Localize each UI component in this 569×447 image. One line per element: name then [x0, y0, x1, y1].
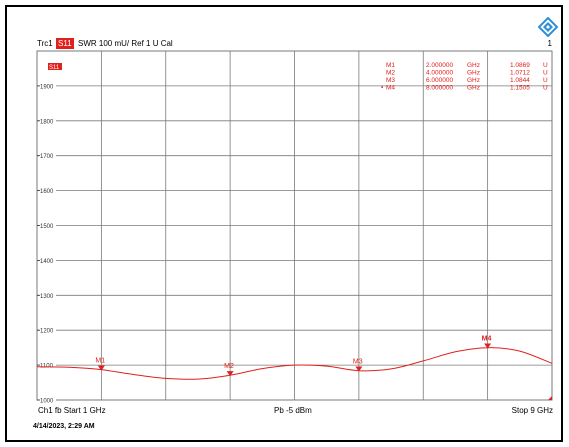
y-tick-label: 1200 — [40, 329, 54, 335]
y-tick-label: 1800 — [40, 119, 54, 125]
y-tick-label-bg — [39, 152, 56, 160]
marker-table-frequency: 8.000000 — [426, 85, 453, 92]
y-tick-label-bg — [39, 187, 56, 195]
marker-triangle-m4[interactable] — [484, 343, 492, 349]
marker-table-freq-unit: GHz — [467, 62, 480, 69]
y-tick-label-bg — [39, 361, 56, 369]
y-tick-label-bg — [39, 222, 56, 229]
y-tick-label: 1300 — [40, 294, 54, 300]
y-tick-label-bg — [39, 291, 56, 299]
y-tick-label: 1000 — [40, 399, 54, 405]
marker-table-value-unit: U — [543, 62, 548, 69]
marker-table-name: M3 — [386, 77, 395, 84]
y-tick-label: 1900 — [40, 84, 54, 90]
active-marker-bullet: • — [381, 85, 384, 92]
timestamp: 4/14/2023, 2:29 AM — [33, 423, 95, 430]
marker-triangle-m1[interactable] — [97, 365, 105, 371]
marker-table-frequency: 6.000000 — [426, 77, 453, 84]
y-tick-label-bg — [39, 396, 56, 404]
marker-table-value: 1.0869 — [510, 62, 530, 69]
y-tick-label: 1400 — [40, 259, 54, 265]
marker-table-value-unit: U — [543, 85, 548, 92]
trace-label[interactable]: Trc1 — [37, 39, 53, 48]
marker-label-m2: M2 — [224, 363, 234, 370]
marker-table-freq-unit: GHz — [467, 77, 480, 84]
marker-table-frequency: 4.000000 — [426, 70, 453, 77]
marker-label-m4: M4 — [482, 335, 492, 342]
marker-label-m3: M3 — [353, 359, 363, 366]
marker-table-frequency: 2.000000 — [426, 62, 453, 69]
trace-end-arrow-icon — [548, 396, 552, 400]
y-tick-label: 1600 — [40, 189, 54, 195]
marker-table-freq-unit: GHz — [467, 70, 480, 77]
trace-parameter-badge[interactable]: S11 — [56, 38, 74, 49]
trace-format-settings[interactable]: SWR 100 mU/ Ref 1 U Cal — [78, 39, 173, 48]
rohde-schwarz-diamond-icon — [538, 17, 558, 37]
y-tick-label: 1700 — [40, 154, 54, 160]
marker-table-value-unit: U — [543, 70, 548, 77]
marker-table-value: 1.1505 — [510, 85, 530, 92]
trace-tag-badge[interactable] — [48, 63, 62, 70]
y-tick-label-bg — [39, 82, 56, 90]
marker-table-name: M2 — [386, 70, 395, 77]
marker-table-value: 1.0844 — [510, 77, 530, 84]
marker-table-name: M4 — [386, 85, 395, 92]
y-tick-label: 1500 — [40, 224, 54, 230]
channel-number: 1 — [547, 39, 552, 48]
marker-table-value: 1.0712 — [510, 70, 530, 77]
marker-triangle-m3[interactable] — [355, 366, 363, 372]
stop-frequency-info[interactable]: Stop 9 GHz — [511, 406, 553, 415]
marker-label-m1: M1 — [95, 358, 105, 365]
y-tick-label-bg — [39, 256, 56, 264]
s11-trace-line[interactable] — [36, 347, 553, 380]
marker-table-freq-unit: GHz — [467, 85, 480, 92]
y-tick-label-bg — [39, 326, 56, 334]
marker-triangle-m2[interactable] — [226, 371, 234, 377]
y-tick-label-bg — [39, 117, 56, 125]
trace-tag-label: S11 — [49, 65, 60, 71]
channel-start-info[interactable]: Ch1 fb Start 1 GHz — [38, 406, 106, 415]
marker-table-value-unit: U — [543, 77, 548, 84]
port-power-info[interactable]: Pb -5 dBm — [274, 406, 312, 415]
marker-table-name: M1 — [386, 62, 395, 69]
